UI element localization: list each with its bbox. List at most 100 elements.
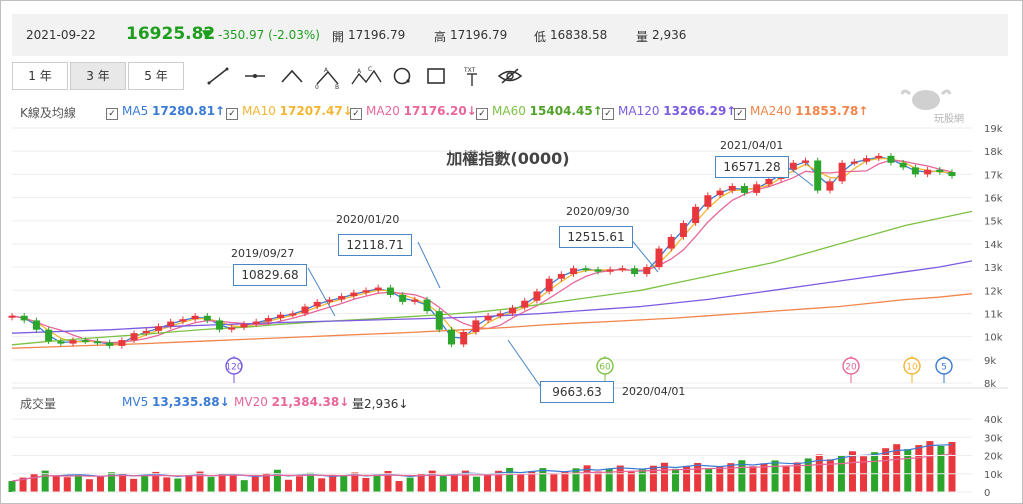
ma120-legend[interactable]: ✓ MA120 13266.29↑ [602, 104, 736, 120]
rectangle-tool-icon[interactable] [424, 66, 448, 86]
hide-drawings-icon[interactable] [496, 66, 524, 86]
ma-cross-marker[interactable] [842, 357, 860, 375]
marker-label: 20 [845, 363, 857, 373]
volume-bar [738, 460, 746, 492]
mv20-value: 21,384.38↓ [271, 395, 350, 409]
range-5y-button[interactable]: 5 年 [128, 62, 184, 90]
volume-bar [561, 471, 569, 492]
mv20-line [11, 453, 953, 482]
range-1y-button[interactable]: 1 年 [12, 62, 68, 90]
volume-bar [417, 474, 425, 492]
checkbox-icon[interactable]: ✓ [734, 108, 746, 120]
volume-bar [915, 445, 923, 492]
ma60-legend[interactable]: ✓ MA60 15404.45↑ [476, 104, 603, 120]
ma240-label: MA240 [750, 104, 792, 118]
candle-body [154, 326, 162, 331]
abc-pattern-tool-icon[interactable]: A 0 B [314, 66, 342, 90]
ma20-value: 17176.20↓ [403, 104, 477, 118]
quote-date: 2021-09-22 [26, 28, 96, 42]
checkbox-icon[interactable]: ✓ [602, 108, 614, 120]
candle-body [191, 315, 199, 320]
volume-bar [450, 473, 458, 492]
horizontal-line-tool-icon[interactable] [243, 66, 267, 86]
volume-legend-title: 成交量 [20, 397, 57, 411]
volume-bar [52, 476, 60, 492]
kline-legend-title: K線及均線 [20, 106, 76, 120]
candle-body [81, 340, 89, 343]
candle-body [289, 313, 297, 316]
volume-bar [937, 446, 945, 492]
candle-body [350, 292, 358, 297]
candle-body [850, 161, 858, 164]
volume-bar [627, 471, 635, 492]
checkbox-icon[interactable]: ✓ [476, 108, 488, 120]
ma20-label: MA20 [366, 104, 400, 118]
mv20-label: MV20 [234, 395, 268, 409]
mv5-legend: MV5 13,335.88↓ [122, 395, 230, 409]
candle-body [704, 195, 712, 207]
annotation-leader [417, 241, 441, 289]
volume-bar [130, 478, 138, 492]
ma20-legend[interactable]: ✓ MA20 17176.20↓ [350, 104, 477, 120]
y-tick-label: 11k [984, 309, 1003, 320]
volume-bar [948, 441, 956, 492]
volume-bar [484, 473, 492, 492]
volume-bar [85, 479, 93, 492]
volume-bar [119, 473, 127, 492]
ma-cross-marker[interactable] [935, 357, 953, 375]
ma240-legend[interactable]: ✓ MA240 11853.78↑ [734, 104, 868, 120]
candle-body [106, 342, 114, 346]
checkbox-icon[interactable]: ✓ [226, 108, 238, 120]
volume-bar [649, 465, 657, 492]
y-tick-label: 16k [984, 194, 1003, 205]
line-tool-icon[interactable] [206, 66, 230, 86]
ma-cross-marker[interactable] [596, 357, 614, 375]
angle-tool-icon[interactable] [280, 66, 304, 86]
low-label: 低 [534, 30, 547, 44]
range-3y-button[interactable]: 3 年 [70, 62, 126, 90]
candle-body [924, 169, 932, 175]
volume-bar [594, 471, 602, 492]
candle-body [509, 307, 517, 314]
ma10-value: 17207.47↓ [279, 104, 353, 118]
marker-label: 10 [906, 363, 918, 373]
ma-cross-marker[interactable] [903, 357, 921, 375]
ma10-line [11, 157, 953, 344]
volume-bar [41, 470, 49, 492]
volume-bar [152, 471, 160, 492]
volume-bar [108, 472, 116, 492]
candle-body [374, 287, 382, 291]
volume-bar [616, 465, 624, 492]
ma10-legend[interactable]: ✓ MA10 17207.47↓ [226, 104, 353, 120]
checkbox-icon[interactable]: ✓ [106, 108, 118, 120]
volume-bar [461, 470, 469, 492]
mv5-label: MV5 [122, 395, 149, 409]
volume-bar [528, 471, 536, 492]
candle-body [802, 160, 810, 163]
quote-price: 16925.82 [126, 24, 216, 44]
volume-bar [749, 466, 757, 492]
y-tick-label: 9k [984, 356, 996, 367]
checkbox-icon[interactable]: ✓ [350, 108, 362, 120]
svg-text:B: B [335, 84, 339, 90]
annotation-value: 9663.63 [540, 381, 614, 403]
candle-body [753, 184, 761, 193]
candle-body [728, 185, 736, 191]
candle-body [57, 341, 65, 344]
volume-bar [251, 476, 259, 492]
volume-bar [329, 474, 337, 492]
y-tick-label: 15k [984, 217, 1003, 228]
marker-label: 60 [599, 363, 611, 373]
ma-cross-marker[interactable] [225, 357, 243, 375]
volume-bar [218, 473, 226, 492]
candle-body [8, 315, 16, 318]
volume-tick-label: 40k [984, 415, 1003, 426]
low-value: 16838.58 [550, 28, 608, 42]
volume-bar [904, 449, 912, 492]
circle-tool-icon[interactable] [390, 66, 414, 86]
volume-bar [638, 468, 646, 492]
text-tool-icon[interactable]: TXT [460, 66, 484, 88]
xabcd-pattern-tool-icon[interactable]: CA [350, 66, 384, 90]
marker-label: 120 [225, 363, 242, 373]
ma5-legend[interactable]: ✓ MA5 17280.81↑ [106, 104, 225, 120]
